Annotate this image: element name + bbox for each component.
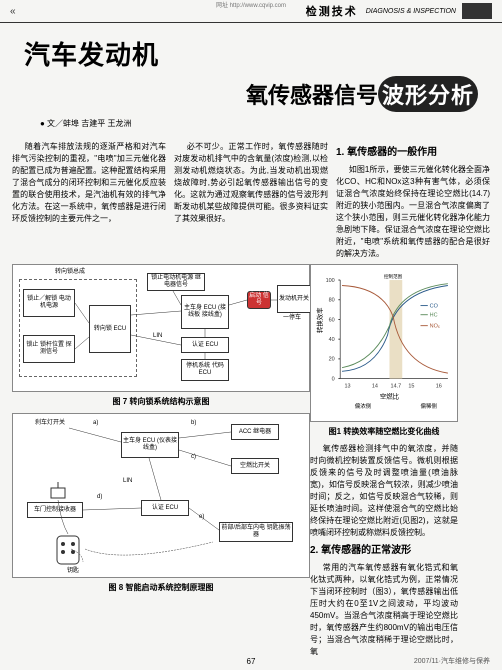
fig8-brake-label: 刹车灯开关 <box>35 420 65 427</box>
svg-text:14.7: 14.7 <box>391 384 402 390</box>
fig7-main-ecu-block: 主车身 ECU (接线板 接线盒) <box>181 295 229 329</box>
section2-heading: 2. 氧传感器的正常波形 <box>310 543 458 558</box>
section1-body: 如图1所示，要使三元催化转化器全面净化CO、HC和NOx这3种有害气体，必须保证… <box>336 164 490 260</box>
svg-text:100: 100 <box>326 278 335 284</box>
svg-text:15: 15 <box>408 384 414 390</box>
svg-text:60: 60 <box>329 317 335 323</box>
svg-text:空燃比: 空燃比 <box>380 392 399 401</box>
header-decor-box <box>462 3 492 19</box>
intro-col2: 必不可少。正常工作时，氧传感器随时对废发动机排气中的含氧量(浓度)检测,以检测发… <box>174 141 328 260</box>
fig7-engine-block: 发动机开关 <box>277 285 311 313</box>
header-subtitle: DIAGNOSIS & INSPECTION <box>366 8 456 15</box>
svg-text:0: 0 <box>332 376 335 382</box>
fig8-b: b) <box>191 420 196 427</box>
legend-co: CO <box>430 303 438 309</box>
fig8-cert-block: 认证 ECU <box>141 500 189 516</box>
figure-8: 刹车灯开关 主车身 ECU (仪表接线盒) ACC 继电器 空燃比开关 车门控制… <box>12 413 310 578</box>
fig7-relay-block: 锁止电动机电源 继电器信号 <box>147 273 205 291</box>
section1-heading: 1. 氧传感器的一般作用 <box>336 145 490 160</box>
fig8-acc-block: ACC 继电器 <box>231 424 279 440</box>
figure-7: 转向锁总成 锁止／解锁 电动机电源 锁止 锁杆位置 探测信号 转向锁 ECU 锁… <box>12 264 310 392</box>
intro-col1: 随着汽车排放法规的逐渐严格和对汽车排气污染控制的重视，"电喷"加三元催化器的配置… <box>12 141 166 260</box>
legend-nox: NOₓ <box>430 323 440 329</box>
intro-columns: 随着汽车排放法规的逐渐严格和对汽车排气污染控制的重视，"电喷"加三元催化器的配置… <box>0 137 502 264</box>
left-figures: 转向锁总成 锁止／解锁 电动机电源 锁止 锁杆位置 探测信号 转向锁 ECU 锁… <box>0 264 310 658</box>
svg-text:16: 16 <box>436 384 442 390</box>
fig7-caption: 图 7 转向锁系统结构示意图 <box>12 396 310 407</box>
keyfob-icon <box>53 534 83 568</box>
chart-figure1: 0 20 40 60 80 100 CO HC NOₓ 转换效率 空燃比 偏浓侧 <box>310 264 458 422</box>
fig8-caption: 图 8 智能启动系统控制原理图 <box>12 582 310 593</box>
fig8-c: c) <box>191 454 196 461</box>
page-number: 67 <box>247 657 256 666</box>
svg-text:偏浓侧: 偏浓侧 <box>355 402 372 410</box>
article-title: 汽车发动机 氧传感器信号 波形分析 ● 文／蚌埠 吉建平 王龙洲 <box>0 23 502 137</box>
svg-text:控制范围: 控制范围 <box>384 273 403 280</box>
intro-col3: 1. 氧传感器的一般作用 如图1所示，要使三元催化转化器全面净化CO、HC和NO… <box>336 141 490 260</box>
fig8-trunk-block: 前部/后部车内电 钥匙振荡器 <box>219 522 293 542</box>
fig7-park-label: 一停车 <box>283 315 301 322</box>
svg-text:偏稀侧: 偏稀侧 <box>421 402 438 410</box>
svg-text:20: 20 <box>329 357 335 363</box>
svg-text:转换效率: 转换效率 <box>315 307 324 333</box>
fig7-motor-block: 锁止／解锁 电动机电源 <box>23 289 75 317</box>
fig7-lin-label: LIN <box>153 333 162 340</box>
fig8-main-block: 主车身 ECU (仪表接线盒) <box>121 432 179 458</box>
fig7-park-block: 停机系统 代码 ECU <box>181 359 229 381</box>
receiver-icon <box>49 482 67 500</box>
chart-caption: 图1 转换效率随空燃比变化曲线 <box>310 426 458 437</box>
fig7-steer-ecu-block: 转向锁 ECU <box>89 305 131 353</box>
fig8-lin-label: LIN <box>123 478 132 485</box>
fig7-start-block: 启动 信号 <box>247 291 271 309</box>
footer-issue: 2007/11·汽车维修与保养 <box>414 656 490 666</box>
source-url: 网址 http://www.cqvip.com <box>216 0 286 9</box>
fig7-region-title: 转向锁总成 <box>55 269 85 276</box>
fig8-key-label: 钥匙 <box>67 568 79 575</box>
header-title: 检测技术 <box>306 3 358 19</box>
svg-text:40: 40 <box>329 337 335 343</box>
title-line2-highlight: 波形分析 <box>378 76 478 112</box>
fig7-sensor-block: 锁止 锁杆位置 探测信号 <box>23 335 75 363</box>
fig8-door-block: 车门控制接收器 <box>27 502 83 518</box>
title-line1: 汽车发动机 <box>24 35 478 72</box>
right-column: 0 20 40 60 80 100 CO HC NOₓ 转换效率 空燃比 偏浓侧 <box>310 264 470 658</box>
author-line: ● 文／蚌埠 吉建平 王龙洲 <box>40 118 478 129</box>
right-p1: 氧传感器检测排气中的氧浓度，并随时向微机控制装置反馈信号。微机则根据反馈来的信号… <box>310 443 458 539</box>
fig7-cert-block: 认证 ECU <box>181 337 229 353</box>
svg-text:13: 13 <box>344 384 350 390</box>
svg-text:80: 80 <box>329 298 335 304</box>
svg-text:14: 14 <box>372 384 378 390</box>
fig8-d: d) <box>97 494 102 501</box>
chart-svg: 0 20 40 60 80 100 CO HC NOₓ 转换效率 空燃比 偏浓侧 <box>311 265 457 421</box>
title-line2-plain: 氧传感器信号 <box>246 78 378 110</box>
fig8-air-block: 空燃比开关 <box>231 458 279 474</box>
fig8-a: a) <box>93 420 98 427</box>
fig8-e: e) <box>199 514 204 521</box>
section2-body: 常用的汽车氧传感器有氧化锆式和氧化钛式两种，以氧化锆式为例，正常情况下当闭环控制… <box>310 562 458 658</box>
legend-hc: HC <box>430 313 438 319</box>
